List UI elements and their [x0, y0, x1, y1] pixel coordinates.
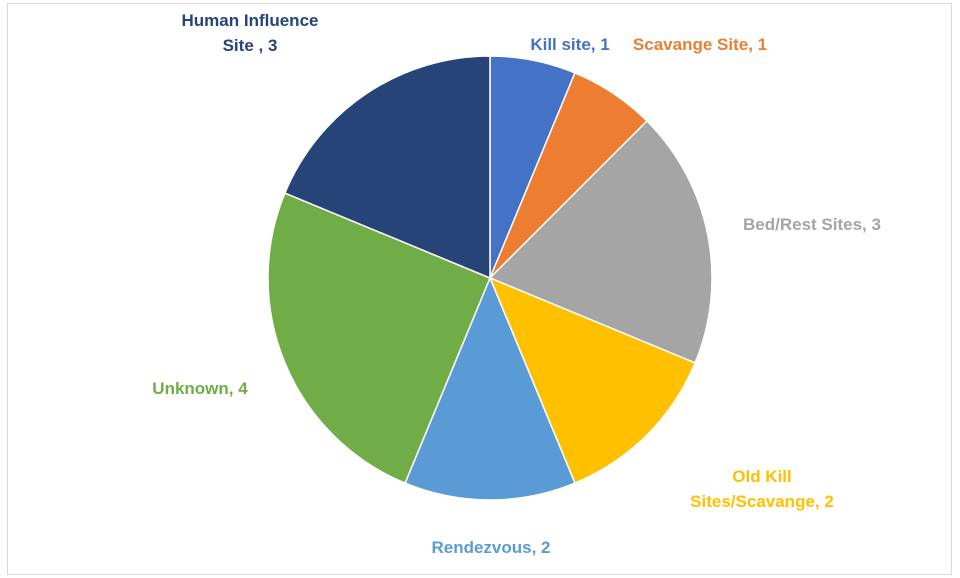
data-label: Rendezvous, 2 — [431, 538, 551, 557]
data-label: Old Kill Sites/Scavange, 2 — [690, 467, 834, 511]
data-label: Bed/Rest Sites, 3 — [743, 215, 881, 234]
data-label: Human Influence Site , 3 — [181, 11, 319, 55]
data-label: Kill site, 1 — [530, 35, 610, 54]
pie-slice — [488, 119, 713, 364]
pie-slice — [404, 276, 576, 501]
pie-slice — [488, 276, 697, 485]
pie-slice — [267, 192, 491, 485]
data-label: Scavange Site, 1 — [632, 35, 768, 54]
pie-slice — [283, 55, 491, 280]
data-label: Unknown, 4 — [152, 379, 248, 398]
